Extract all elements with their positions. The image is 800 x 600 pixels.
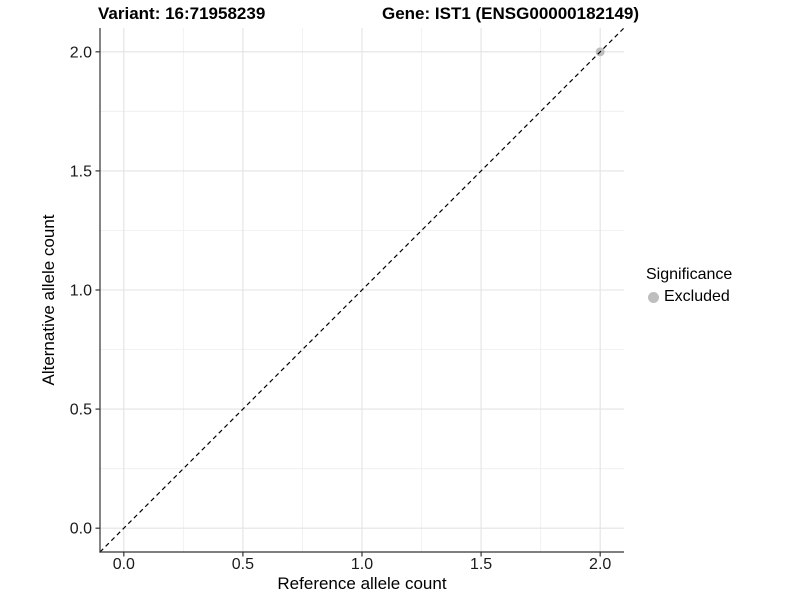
- x-axis-title: Reference allele count: [277, 574, 447, 593]
- x-tick-label: 2.0: [589, 556, 611, 573]
- x-tick-label: 1.5: [470, 556, 492, 573]
- x-tick-label: 0.5: [232, 556, 254, 573]
- legend-point-icon: [648, 291, 659, 303]
- y-tick-label: 1.0: [70, 283, 92, 300]
- x-tick-label: 0.0: [113, 556, 135, 573]
- y-tick-label: 0.0: [70, 521, 92, 538]
- y-tick-label: 2.0: [70, 44, 92, 61]
- legend-entry-label: Excluded: [664, 288, 730, 305]
- x-tick-label: 1.0: [351, 556, 373, 573]
- legend-title: Significance: [646, 266, 733, 283]
- legend: Significance Excluded: [644, 266, 732, 306]
- plot-title-variant: Variant: 16:71958239: [98, 4, 266, 23]
- y-tick-label: 0.5: [70, 402, 92, 419]
- y-tick-label: 1.5: [70, 163, 92, 180]
- plot-title-gene: Gene: IST1 (ENSG00000182149): [382, 4, 640, 23]
- identity-line: [99, 27, 625, 553]
- y-axis-title: Alternative allele count: [39, 214, 58, 386]
- legend-entry-excluded: Excluded: [644, 288, 732, 306]
